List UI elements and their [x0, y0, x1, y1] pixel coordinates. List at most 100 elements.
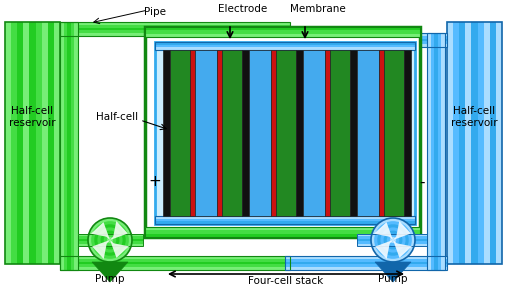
Bar: [465, 22, 472, 264]
Bar: [5, 22, 60, 264]
Bar: [60, 22, 63, 270]
Text: Pump: Pump: [95, 274, 125, 284]
Bar: [478, 22, 484, 264]
Bar: [78, 241, 143, 244]
Bar: [330, 50, 350, 216]
Bar: [195, 50, 217, 216]
Bar: [60, 28, 290, 30]
Circle shape: [91, 221, 129, 259]
Text: Electrode: Electrode: [219, 4, 268, 14]
Bar: [145, 227, 420, 237]
Bar: [285, 41, 447, 44]
Circle shape: [387, 234, 400, 246]
Bar: [78, 234, 143, 246]
Bar: [60, 267, 290, 270]
Bar: [384, 50, 404, 216]
Bar: [430, 33, 434, 270]
Bar: [447, 22, 453, 264]
Polygon shape: [374, 222, 393, 240]
Text: Four-cell stack: Four-cell stack: [248, 276, 323, 286]
Bar: [325, 50, 330, 216]
Bar: [78, 237, 143, 239]
Bar: [447, 22, 502, 264]
Bar: [11, 22, 17, 264]
Text: -: -: [419, 175, 425, 190]
Bar: [427, 33, 430, 270]
Circle shape: [374, 221, 412, 259]
Text: +: +: [149, 175, 161, 190]
Circle shape: [88, 218, 132, 262]
Circle shape: [94, 224, 126, 256]
Bar: [35, 22, 42, 264]
Bar: [67, 22, 71, 270]
Bar: [217, 50, 222, 216]
Bar: [75, 22, 78, 270]
Bar: [357, 239, 427, 241]
Bar: [155, 42, 415, 45]
Bar: [63, 22, 67, 270]
Bar: [155, 42, 415, 50]
Bar: [453, 22, 459, 264]
Circle shape: [100, 231, 120, 249]
Bar: [145, 27, 420, 237]
Bar: [285, 33, 447, 47]
Bar: [155, 216, 415, 224]
Bar: [23, 22, 29, 264]
Bar: [438, 33, 442, 270]
Bar: [357, 50, 379, 216]
Bar: [60, 256, 290, 259]
Bar: [285, 264, 447, 267]
Bar: [357, 241, 427, 244]
Bar: [357, 244, 427, 246]
Bar: [285, 262, 447, 264]
Bar: [357, 234, 427, 237]
Text: Half-cell
reservoir: Half-cell reservoir: [451, 106, 497, 128]
Bar: [434, 33, 438, 270]
Bar: [60, 30, 290, 33]
Bar: [170, 50, 190, 216]
Polygon shape: [393, 221, 411, 240]
Text: Half-cell
reservoir: Half-cell reservoir: [9, 106, 55, 128]
Bar: [60, 33, 290, 36]
Circle shape: [380, 227, 406, 253]
Bar: [271, 50, 276, 216]
Polygon shape: [92, 240, 110, 259]
Text: Membrane: Membrane: [290, 4, 346, 14]
Bar: [17, 22, 23, 264]
Bar: [285, 39, 447, 41]
Bar: [29, 22, 35, 264]
Bar: [48, 22, 54, 264]
Bar: [155, 47, 415, 50]
Circle shape: [107, 237, 113, 243]
Polygon shape: [110, 240, 129, 258]
Bar: [496, 22, 502, 264]
Bar: [155, 221, 415, 224]
Bar: [404, 50, 411, 216]
Bar: [145, 27, 420, 37]
Circle shape: [97, 227, 123, 253]
Text: Pipe: Pipe: [144, 7, 166, 17]
Bar: [145, 230, 420, 234]
Bar: [42, 22, 48, 264]
Circle shape: [384, 231, 403, 249]
Bar: [60, 259, 290, 262]
Bar: [78, 239, 143, 241]
Bar: [5, 22, 11, 264]
Circle shape: [390, 237, 396, 243]
Text: Half-cell: Half-cell: [96, 112, 138, 122]
Bar: [285, 256, 447, 270]
Bar: [54, 22, 60, 264]
Bar: [145, 30, 420, 34]
Bar: [357, 237, 427, 239]
Bar: [155, 45, 415, 47]
Bar: [155, 42, 415, 224]
Bar: [222, 50, 242, 216]
Bar: [190, 50, 195, 216]
Bar: [78, 234, 143, 237]
Polygon shape: [375, 240, 393, 259]
Bar: [350, 50, 357, 216]
Bar: [459, 22, 465, 264]
Bar: [285, 267, 447, 270]
Bar: [60, 256, 290, 270]
Bar: [155, 216, 415, 219]
